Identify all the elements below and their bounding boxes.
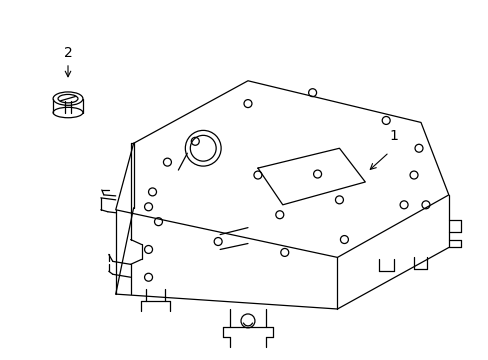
Text: 2: 2 (63, 46, 72, 60)
Text: 1: 1 (389, 129, 398, 143)
